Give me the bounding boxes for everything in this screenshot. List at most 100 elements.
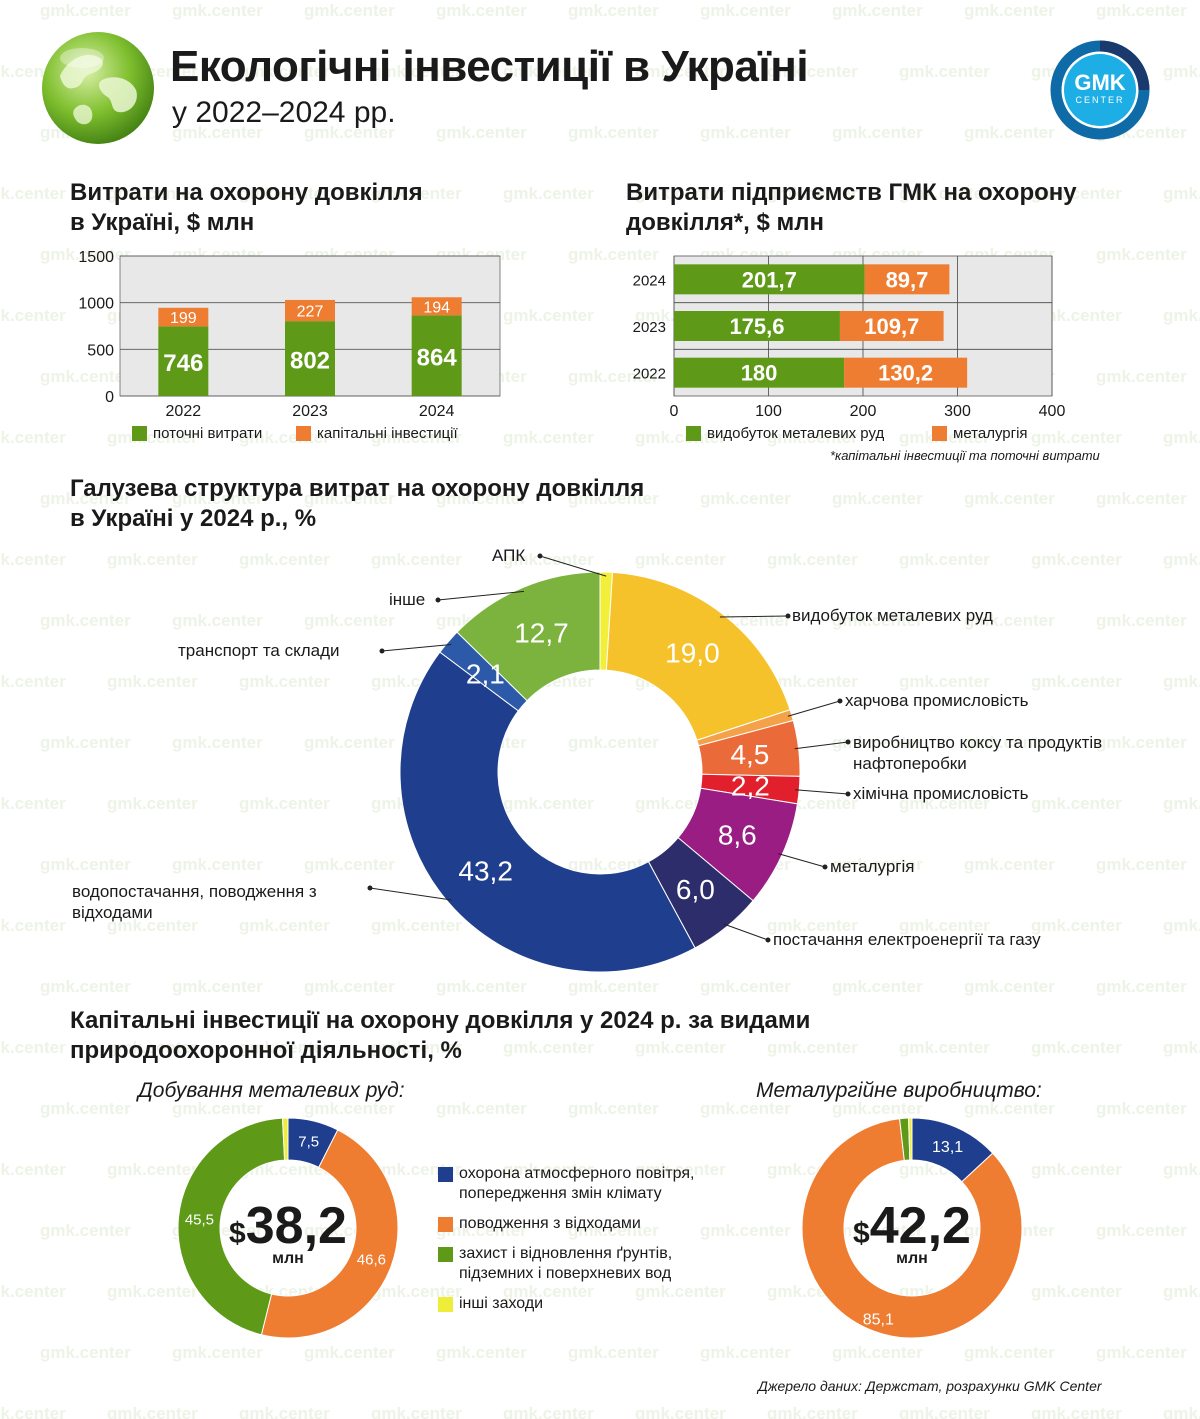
watermark-text: gmk.center <box>304 977 395 996</box>
page-subtitle: у 2022–2024 рр. <box>172 96 396 129</box>
watermark-text: gmk.center <box>40 245 131 264</box>
metal-capex-total: $42,2 млн <box>822 1196 1002 1268</box>
leader-line <box>539 555 607 577</box>
watermark-text: gmk.center <box>0 672 66 691</box>
watermark-text: gmk.center <box>964 1 1055 20</box>
watermark-text: gmk.center <box>503 550 594 569</box>
watermark-text: gmk.center <box>767 550 858 569</box>
capex-legend-other: інші заходи <box>438 1294 543 1314</box>
watermark-text: gmk.center <box>436 489 527 508</box>
watermark-text: gmk.center <box>832 1 923 20</box>
slice-value-label: 2,2 <box>731 771 770 802</box>
x-tick-label: 2024 <box>419 403 455 420</box>
watermark-text: gmk.center <box>767 184 858 203</box>
legend-metallurgy: металургія <box>932 425 1028 442</box>
watermark-text: gmk.center <box>239 62 330 81</box>
watermark-text: gmk.center <box>767 672 858 691</box>
watermark-text: gmk.center <box>568 1 659 20</box>
x-tick-label: 2022 <box>166 403 202 420</box>
gmk-center-logo: GMK CENTER <box>1050 40 1150 140</box>
watermark-text: gmk.center <box>635 1160 726 1179</box>
legend-label: металургія <box>953 425 1028 442</box>
donut-slice <box>399 651 696 973</box>
watermark-text: gmk.center <box>1031 428 1122 447</box>
watermark-text: gmk.center <box>436 977 527 996</box>
watermark-text: gmk.center <box>172 977 263 996</box>
legend-swatch-yellow <box>438 1297 453 1312</box>
y-tick-label: 1000 <box>78 296 114 313</box>
watermark-text: gmk.center <box>1031 916 1122 935</box>
bar-value-label: 109,7 <box>864 314 919 339</box>
heading-line: в Україні, $ млн <box>70 209 255 236</box>
watermark-text: gmk.center <box>239 794 330 813</box>
watermark-text: gmk.center <box>1163 916 1200 935</box>
watermark-text: gmk.center <box>304 489 395 508</box>
y-tick-label: 1500 <box>78 249 114 266</box>
watermark-text: gmk.center <box>635 1404 726 1419</box>
watermark-text: gmk.center <box>503 1404 594 1419</box>
watermark-text: gmk.center <box>40 489 131 508</box>
logo-text: GMK <box>1074 70 1126 95</box>
watermark-text: gmk.center <box>832 1221 923 1240</box>
watermark-text: gmk.center <box>964 855 1055 874</box>
bar-segment <box>285 299 335 322</box>
watermark-text: gmk.center <box>371 550 462 569</box>
watermark-text: gmk.center <box>304 1099 395 1118</box>
watermark-text: gmk.center <box>1096 977 1187 996</box>
watermark-text: gmk.center <box>0 1282 66 1301</box>
x-tick-label: 100 <box>755 403 782 420</box>
watermark-text: gmk.center <box>700 977 791 996</box>
watermark-text: gmk.center <box>107 916 198 935</box>
leader-line <box>723 923 769 941</box>
bar-segment <box>158 307 209 327</box>
watermark-text: gmk.center <box>172 733 263 752</box>
watermark-text: gmk.center <box>899 916 990 935</box>
watermark-text: gmk.center <box>1096 611 1187 630</box>
legend-swatch-navy <box>438 1167 453 1182</box>
leader-dot <box>379 648 385 654</box>
watermark-text: gmk.center <box>1031 1160 1122 1179</box>
donut-slice <box>908 1117 913 1161</box>
watermark-text: gmk.center <box>1096 489 1187 508</box>
watermark-text: gmk.center <box>899 672 990 691</box>
watermark-text: gmk.center <box>964 733 1055 752</box>
heading-line: в Україні у 2024 р., % <box>70 505 317 532</box>
heading-line: Витрати на охорону довкілля <box>70 179 423 206</box>
label-water: водопостачання, поводження з відходами <box>72 881 317 923</box>
watermark-text: gmk.center <box>568 1099 659 1118</box>
watermark-text: gmk.center <box>899 1038 990 1057</box>
legend-swatch-orange <box>296 426 311 441</box>
watermark-text: gmk.center <box>1096 1 1187 20</box>
watermark-text: gmk.center <box>1096 367 1187 386</box>
watermark-text: gmk.center <box>568 1343 659 1362</box>
label-metal: металургія <box>830 857 915 876</box>
watermark-text: gmk.center <box>371 62 462 81</box>
watermark-text: gmk.center <box>767 62 858 81</box>
watermark-text: gmk.center <box>1163 1404 1200 1419</box>
watermark-text: gmk.center <box>371 916 462 935</box>
watermark-text: gmk.center <box>172 1 263 20</box>
watermark-text: gmk.center <box>371 1038 462 1057</box>
watermark-text: gmk.center <box>436 123 527 142</box>
watermark-text: gmk.center <box>1031 550 1122 569</box>
leader-dot <box>435 597 441 603</box>
watermark-text: gmk.center <box>1096 1221 1187 1240</box>
total-unit: млн <box>896 1250 928 1267</box>
watermark-text: gmk.center <box>172 1343 263 1362</box>
watermark-text: gmk.center <box>832 977 923 996</box>
watermark-text: gmk.center <box>767 1404 858 1419</box>
watermark-text: gmk.center <box>107 1282 198 1301</box>
watermark-text: gmk.center <box>1163 62 1200 81</box>
mining-capex-title: Добування металевих руд: <box>138 1079 405 1102</box>
donut-slice <box>260 1129 399 1339</box>
bar-value-label: 199 <box>170 310 197 327</box>
watermark-text: gmk.center <box>371 1404 462 1419</box>
metal-capex-title: Металургійне виробництво: <box>756 1079 1042 1102</box>
watermark-text: gmk.center <box>700 1099 791 1118</box>
bar-value-label: 180 <box>741 361 778 386</box>
legend-swatch-green <box>132 426 147 441</box>
watermark-text: gmk.center <box>503 428 594 447</box>
label-food: харчова промисловість <box>845 691 1029 710</box>
legend-line: охорона атмосферного повітря, <box>459 1165 695 1182</box>
watermark-text: gmk.center <box>635 428 726 447</box>
